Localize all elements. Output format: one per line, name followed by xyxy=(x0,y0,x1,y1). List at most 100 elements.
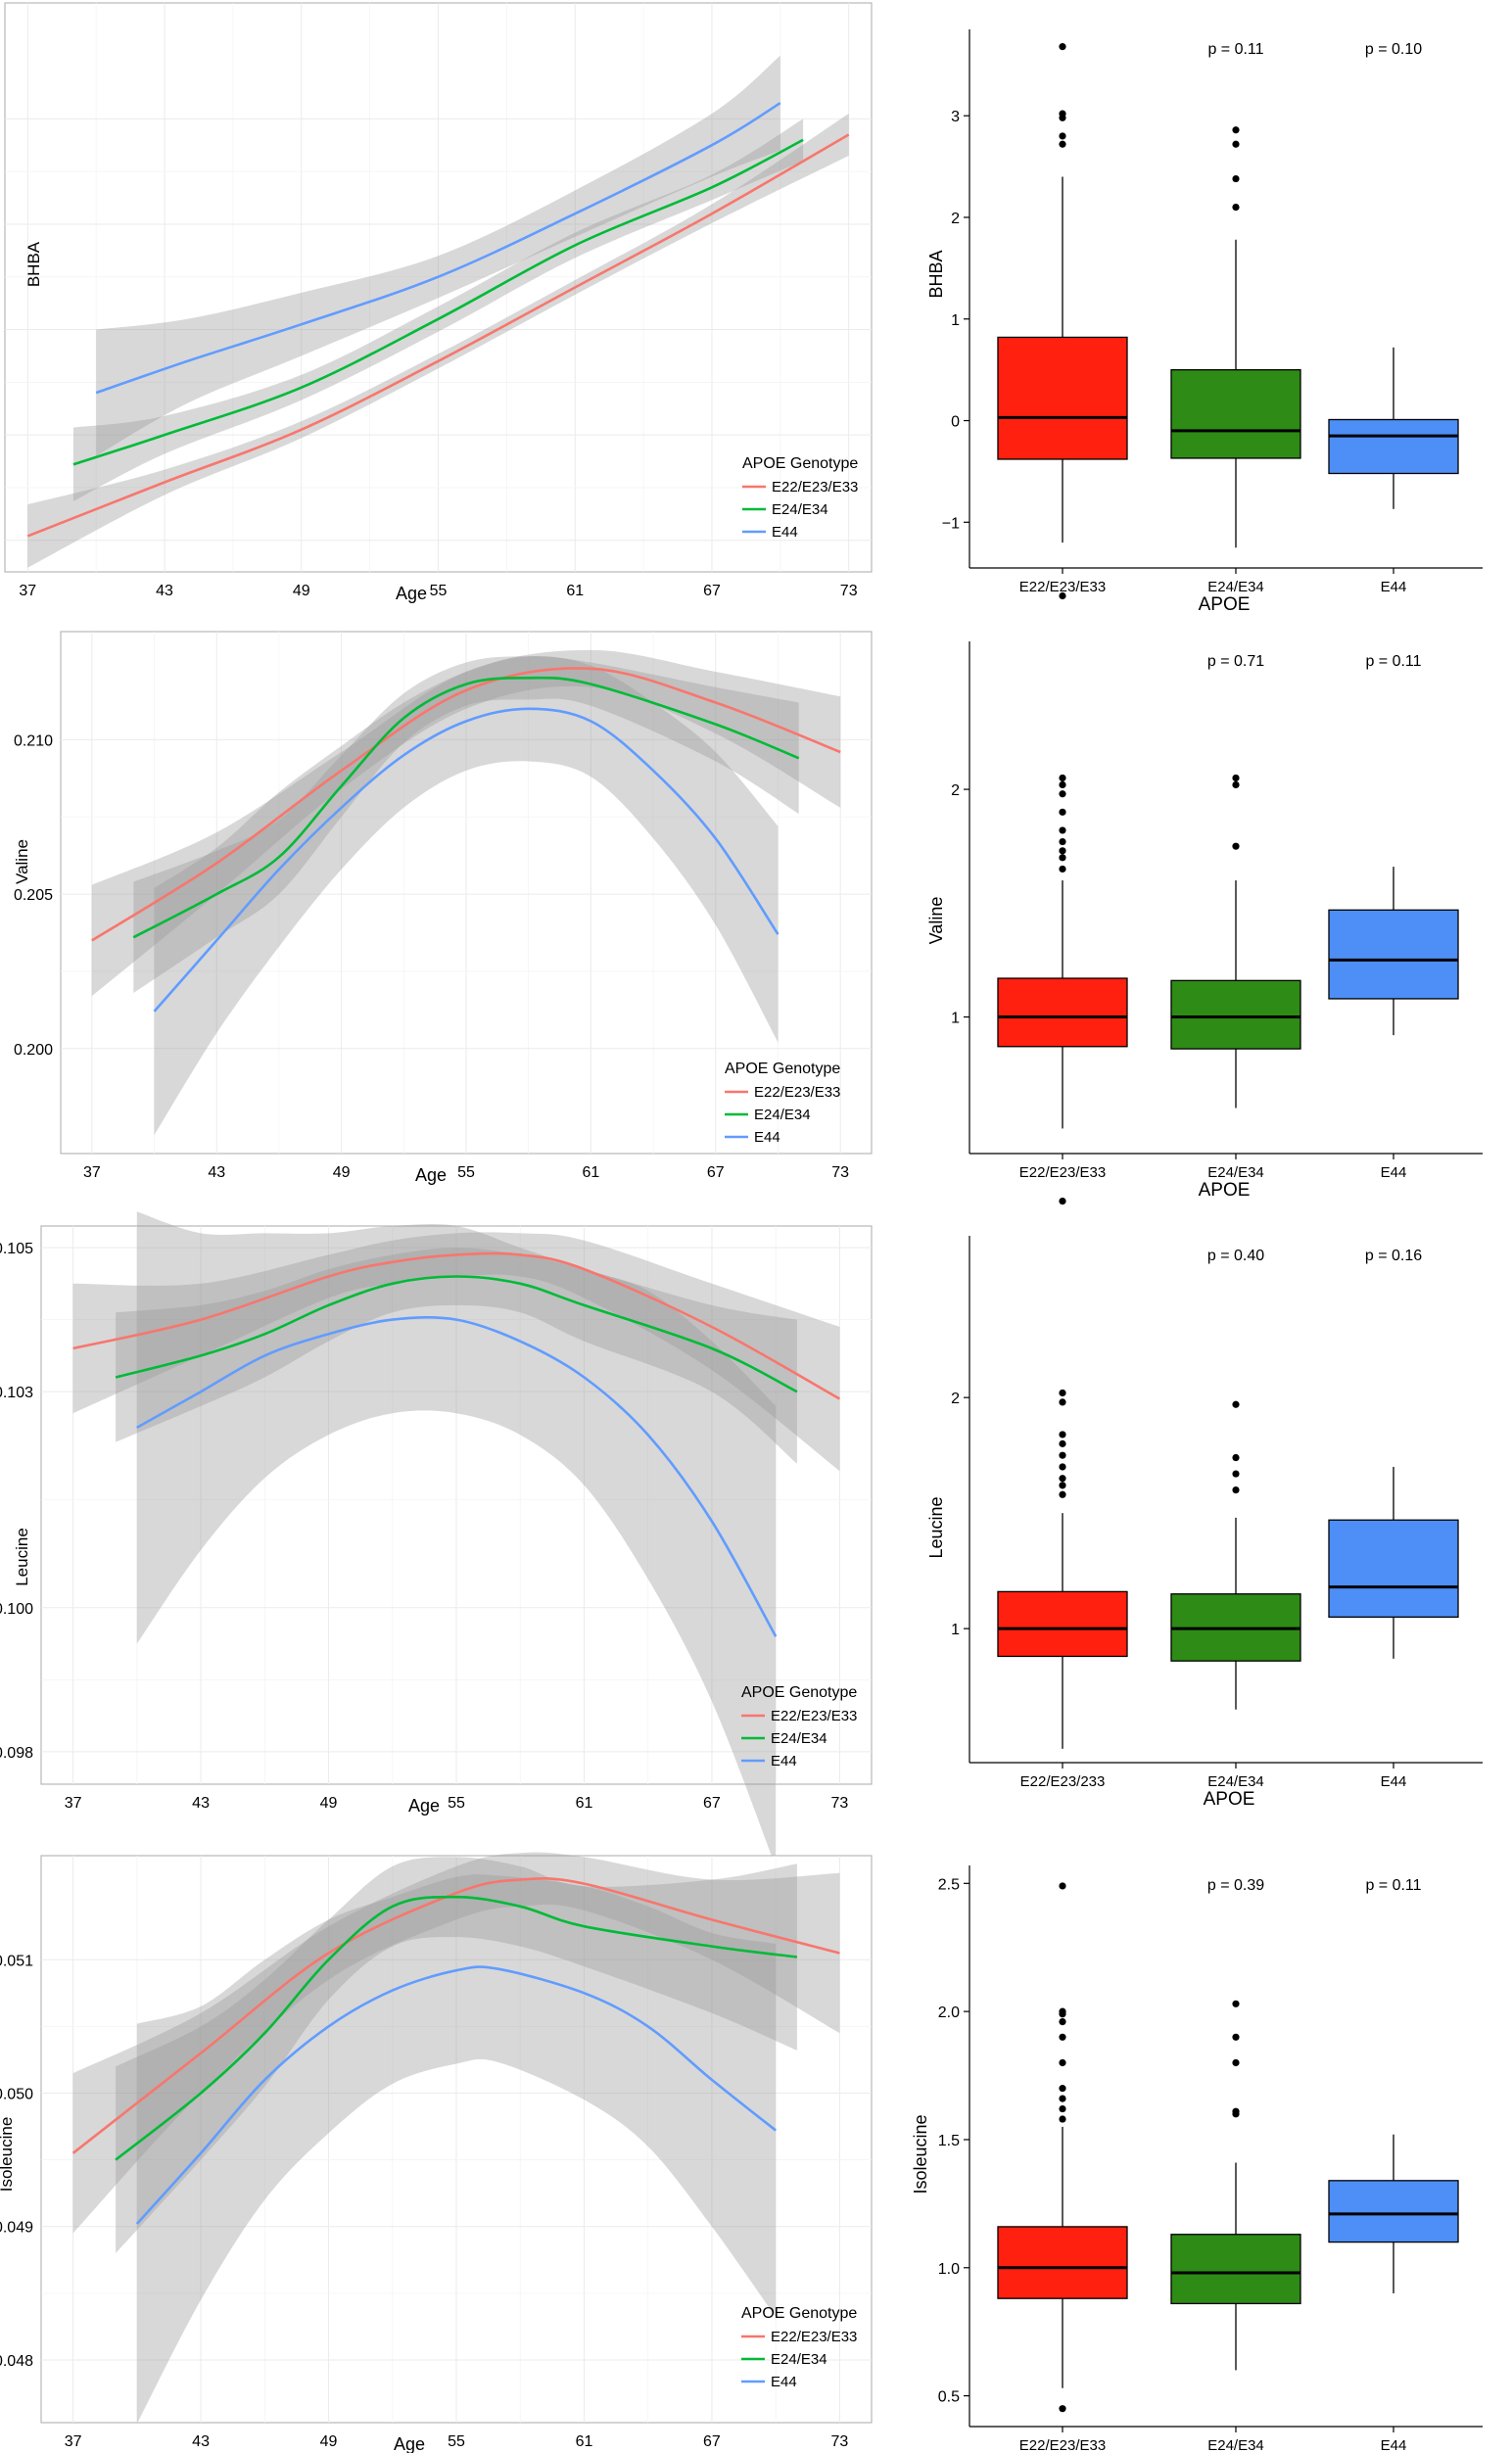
x-tick-label: 73 xyxy=(840,583,858,599)
series-line-e44 xyxy=(95,102,781,395)
p-value-label: p = 0.10 xyxy=(1365,41,1422,58)
box-e44 xyxy=(1328,1466,1459,1659)
outlier-point xyxy=(1059,110,1066,118)
y-tick-label: 2 xyxy=(951,1391,960,1407)
outlier-point xyxy=(1059,847,1066,855)
outlier-point xyxy=(1232,2000,1240,2007)
legend: APOE Genotype E22/E23/E33 E24/E34 E44 xyxy=(742,455,858,541)
outlier-point xyxy=(1059,2095,1066,2102)
y-axis-title: BHBA xyxy=(926,250,946,298)
y-tick-label: 1 xyxy=(951,1622,960,1638)
x-tick-label: E44 xyxy=(1381,1773,1407,1790)
x-tick-label: 55 xyxy=(430,583,448,599)
y-tick-label: 2.0 xyxy=(938,2005,960,2021)
x-tick-label: E22/E23/233 xyxy=(1020,1773,1106,1790)
outlier-point xyxy=(1059,865,1066,873)
series-line-e44 xyxy=(135,1965,778,2225)
x-axis-title: APOE xyxy=(1204,1789,1255,1810)
isoleucine-box-panel: 0.5 1.0 1.5 2.0 2.5 E22/E23/E33 E24/E34 p = 0.3… xyxy=(911,1865,1483,2453)
p-value-label: p = 0.11 xyxy=(1207,41,1263,58)
series-line-e24-e34 xyxy=(115,1275,798,1393)
series-line-e24-e34 xyxy=(115,1895,798,2161)
outlier-point xyxy=(1232,780,1240,789)
x-axis-title: APOE xyxy=(1199,1180,1251,1201)
y-tick-label: 0.5 xyxy=(938,2389,960,2406)
y-tick-label: 0.200 xyxy=(14,1042,53,1059)
valine-line-panel: 37 43 49 55 61 67 73 0.200 0.205 0.210 Age Valine AP… xyxy=(13,631,873,1185)
series-line-e22-e23-e33 xyxy=(71,1877,840,2154)
outlier-point xyxy=(1059,2104,1066,2113)
y-tick-label: 2 xyxy=(951,782,960,799)
box-body xyxy=(997,2226,1128,2299)
x-tick-label: E24/E34 xyxy=(1207,1164,1264,1181)
outlier-point xyxy=(1059,1463,1066,1471)
x-tick-label: E24/E34 xyxy=(1207,579,1264,595)
outlier-point xyxy=(1059,854,1066,862)
x-tick-label: 55 xyxy=(457,1164,475,1181)
y-tick-label: 0.100 xyxy=(0,1601,33,1618)
y-tick-label: 0.050 xyxy=(0,2086,33,2102)
x-tick-label: 49 xyxy=(293,583,310,599)
x-tick-label: 43 xyxy=(192,2433,210,2450)
confidence-band-e22-e23-e33 xyxy=(27,114,849,568)
legend: APOE Genotype E22/E23/E33 E24/E34 E44 xyxy=(725,1061,840,1146)
outlier-point xyxy=(1232,126,1240,134)
legend-label: E44 xyxy=(771,2374,797,2390)
gridlines xyxy=(41,1856,872,2423)
y-tick-label: 0.048 xyxy=(0,2353,33,2370)
outlier-point xyxy=(1232,2033,1240,2041)
legend-label: E24/E34 xyxy=(771,1730,827,1747)
outlier-point xyxy=(1059,1475,1066,1483)
box-e24-e34 xyxy=(1170,1400,1301,1710)
x-tick-label: 37 xyxy=(65,2433,82,2450)
x-tick-label: 67 xyxy=(703,2433,721,2450)
outlier-point xyxy=(1059,2033,1066,2041)
x-tick-label: 37 xyxy=(65,1795,82,1812)
x-tick-label: E44 xyxy=(1381,579,1407,595)
outlier-point xyxy=(1059,1389,1066,1397)
confidence-band-e44 xyxy=(136,1211,777,1867)
y-tick-label: 0.205 xyxy=(14,887,53,904)
y-tick-label: 0.049 xyxy=(0,2220,33,2237)
box-body xyxy=(997,336,1128,460)
legend-label: E44 xyxy=(771,1753,797,1769)
x-tick-label: 43 xyxy=(156,583,173,599)
y-tick-label: 1.5 xyxy=(938,2133,960,2149)
valine-box-panel: 1 2 E22/E23/E33 E24/E34 p = 0.71 E44 p = 0.11 A… xyxy=(926,591,1483,1201)
y-tick-label: 3 xyxy=(951,109,960,125)
x-tick-label: E24/E34 xyxy=(1207,2437,1264,2453)
y-axis-title: Isoleucine xyxy=(0,2117,16,2193)
series-line-e22-e23-e33 xyxy=(72,1251,841,1400)
x-axis-title: APOE xyxy=(1199,594,1251,615)
outlier-point xyxy=(1059,790,1066,798)
box-e44 xyxy=(1328,347,1459,509)
outlier-point xyxy=(1059,837,1066,846)
x-axis-title: Age xyxy=(415,1165,447,1185)
x-tick-label: 55 xyxy=(448,1795,465,1812)
x-tick-label: 67 xyxy=(703,1795,721,1812)
y-tick-label: 1.0 xyxy=(938,2261,960,2278)
x-tick-label: 49 xyxy=(320,1795,338,1812)
y-tick-label: 0.210 xyxy=(14,732,53,749)
series-line-e44 xyxy=(153,707,780,1013)
leucine-box-panel: 1 2 E22/E23/233 E24/E34 p = 0.40 E44 p = 0.16 A… xyxy=(926,1198,1483,1810)
outlier-point xyxy=(1059,2405,1066,2413)
bhba-line-panel: 37434955616773−3.3−3.2−3.1−3.0−2.9AgeBHB… xyxy=(4,2,873,603)
outlier-point xyxy=(1059,1198,1066,1205)
outlier-point xyxy=(1232,2107,1240,2115)
legend-label: E44 xyxy=(754,1129,780,1146)
y-axis-title: Leucine xyxy=(926,1496,946,1558)
x-axis-title: Age xyxy=(396,584,427,603)
x-tick-label: 37 xyxy=(19,583,36,599)
box-body xyxy=(1328,2180,1459,2243)
confidence-band-e24-e34 xyxy=(116,1248,797,1464)
p-value-label: p = 0.11 xyxy=(1365,653,1421,670)
legend: APOE Genotype E22/E23/E33 E24/E34 E44 xyxy=(741,1684,857,1769)
box-e24-e34 xyxy=(1170,126,1301,548)
x-tick-label: 37 xyxy=(83,1164,101,1181)
outlier-point xyxy=(1059,774,1066,782)
box-e22-e23-233 xyxy=(997,1198,1128,1749)
outlier-point xyxy=(1059,2018,1066,2026)
y-tick-label: 0.051 xyxy=(0,1953,33,1969)
outlier-point xyxy=(1059,808,1066,816)
